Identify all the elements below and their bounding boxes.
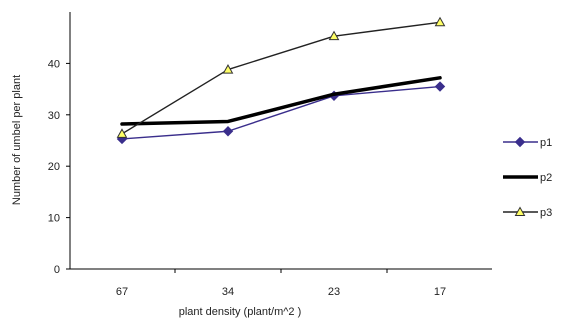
data-point-p3 — [328, 30, 340, 41]
data-point-p3 — [434, 16, 446, 27]
y-tick-label: 30 — [48, 110, 60, 122]
x-axis-ticks: 67 34 23 17 — [116, 269, 446, 298]
series-line-p1 — [121, 85, 441, 140]
x-tick-label: 23 — [328, 286, 340, 298]
legend: p1 p2 p3 — [503, 136, 552, 219]
series-line-p2 — [120, 76, 442, 126]
data-point-p3 — [116, 128, 128, 138]
series-line-p3 — [121, 21, 441, 135]
y-tick-label: 0 — [54, 264, 60, 276]
data-point-p1 — [434, 81, 446, 92]
data-point-p1 — [222, 126, 234, 137]
x-tick-label: 67 — [116, 286, 128, 298]
x-tick-label: 17 — [434, 286, 446, 298]
y-tick-label: 20 — [48, 161, 60, 173]
y-axis-title: Number of umbel per plant — [11, 75, 23, 205]
x-axis-title: plant density (plant/m^2 ) — [179, 306, 302, 318]
legend-label-p2: p2 — [540, 172, 552, 184]
y-tick-label: 10 — [48, 213, 60, 225]
legend-marker-p1 — [514, 136, 526, 148]
data-point-p3 — [222, 64, 234, 74]
axes — [69, 12, 492, 270]
legend-marker-p3 — [514, 206, 526, 216]
legend-label-p3: p3 — [540, 207, 552, 219]
y-tick-label: 40 — [48, 58, 60, 70]
series-layer — [116, 16, 446, 145]
x-tick-label: 34 — [222, 286, 234, 298]
y-axis-ticks: 0 10 20 30 40 — [48, 58, 70, 276]
legend-label-p1: p1 — [540, 137, 552, 149]
